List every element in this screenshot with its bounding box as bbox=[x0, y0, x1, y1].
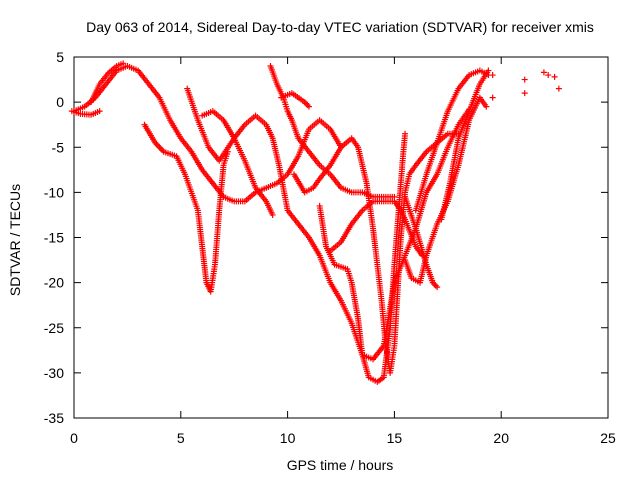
data-point-marker bbox=[551, 73, 558, 80]
series-sat-track-3 bbox=[88, 60, 127, 106]
data-point-marker bbox=[489, 72, 496, 79]
x-tick-label: 25 bbox=[600, 430, 616, 446]
data-point-marker bbox=[483, 103, 490, 110]
y-tick-label: -15 bbox=[44, 230, 64, 246]
series-sat-track-15 bbox=[438, 67, 492, 223]
y-tick-label: -10 bbox=[44, 184, 64, 200]
series-sat-track-13 bbox=[402, 94, 490, 286]
data-point-marker bbox=[521, 76, 528, 83]
tick-labels: 0 5 10 15 20 25 -35 -30 -25 -20 -15 -10 -5 0 5 bbox=[44, 49, 616, 446]
data-point-marker bbox=[555, 85, 562, 92]
series-sat-track-9 bbox=[291, 130, 462, 376]
x-tick-label: 5 bbox=[177, 430, 185, 446]
data-point-marker bbox=[96, 108, 103, 115]
x-tick-label: 20 bbox=[493, 430, 509, 446]
data-point-marker bbox=[434, 284, 441, 291]
y-tick-label: 5 bbox=[56, 49, 64, 65]
data-point-marker bbox=[269, 211, 276, 218]
y-tick-label: -25 bbox=[44, 320, 64, 336]
y-tick-label: -20 bbox=[44, 275, 64, 291]
series-sat-track-10 bbox=[316, 130, 409, 385]
data-markers bbox=[68, 60, 562, 385]
x-tick-label: 15 bbox=[387, 430, 403, 446]
y-tick-label: 0 bbox=[56, 94, 64, 110]
data-point-marker bbox=[545, 72, 552, 79]
y-axis-label: SDTVAR / TECUs bbox=[7, 184, 23, 296]
axes bbox=[73, 56, 609, 419]
data-point-marker bbox=[489, 94, 496, 101]
data-point-marker bbox=[120, 60, 127, 67]
data-point-marker bbox=[305, 103, 312, 110]
x-axis-label: GPS time / hours bbox=[287, 457, 394, 473]
series-sat-track-14 bbox=[412, 67, 492, 214]
data-point-marker bbox=[485, 67, 492, 74]
y-tick-label: -35 bbox=[44, 410, 64, 426]
data-point-marker bbox=[521, 90, 528, 97]
series-sat-track-16 bbox=[489, 69, 562, 101]
y-tick-label: -30 bbox=[44, 365, 64, 381]
y-tick-label: -5 bbox=[52, 139, 65, 155]
series-sat-track-4 bbox=[141, 121, 231, 295]
plot-frame bbox=[73, 56, 609, 419]
series-sat-track-7 bbox=[278, 90, 312, 110]
x-tick-label: 0 bbox=[70, 430, 78, 446]
series-sat-track-2 bbox=[71, 63, 344, 205]
data-point-marker bbox=[402, 130, 409, 137]
data-point-marker bbox=[540, 69, 547, 76]
series-sat-track-8 bbox=[199, 108, 276, 218]
x-tick-label: 10 bbox=[280, 430, 296, 446]
chart-title: Day 063 of 2014, Sidereal Day-to-day VTE… bbox=[86, 19, 594, 35]
